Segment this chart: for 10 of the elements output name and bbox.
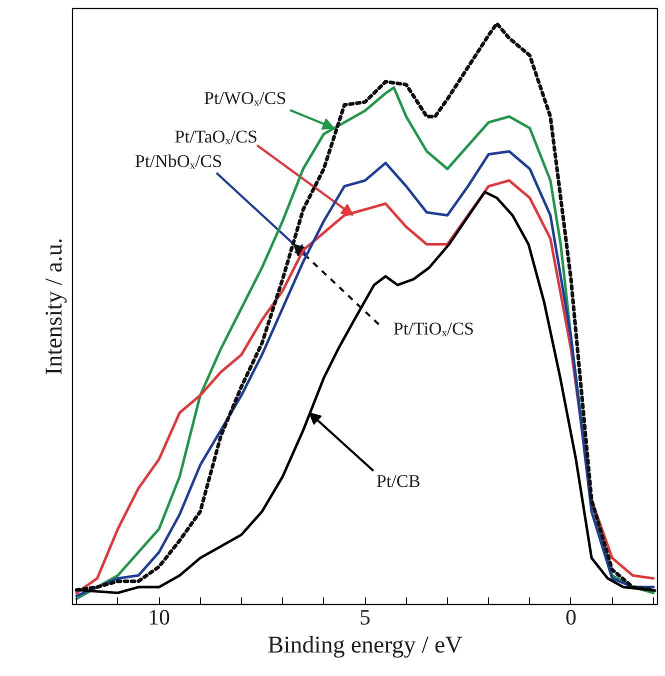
annotation: Pt/NbOₓ/CS: [134, 150, 222, 171]
x-tick-label: 0: [565, 604, 576, 630]
y-axis-title: Intensity / a.u.: [42, 238, 68, 376]
annotation: Pt/WOₓ/CS: [204, 88, 286, 108]
x-tick-label: 5: [360, 604, 370, 630]
x-tick-label: 10: [148, 604, 170, 630]
x-axis-title: Binding energy / eV: [268, 632, 464, 658]
annotation: Pt/TaOₓ/CS: [174, 126, 258, 146]
annotation: Pt/CB: [376, 470, 420, 491]
annotation: Pt/TiOₓ/CS: [393, 318, 474, 338]
